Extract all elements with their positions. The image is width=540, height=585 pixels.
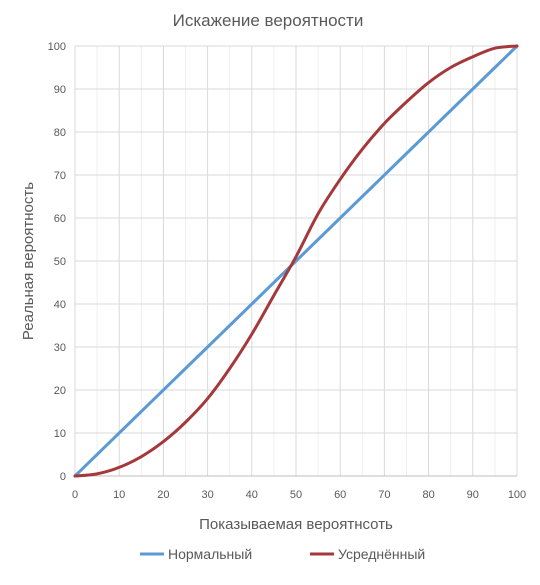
x-tick-label: 20 — [157, 489, 169, 501]
series-line-2 — [73, 44, 519, 478]
y-tick-label: 40 — [54, 299, 66, 311]
y-axis-title: Реальная вероятность — [20, 182, 37, 340]
y-axis-ticks: 0 10 20 30 40 50 60 70 80 90 100 — [48, 41, 66, 483]
x-tick-label: 100 — [508, 489, 526, 501]
x-tick-label: 90 — [467, 489, 479, 501]
y-tick-label: 20 — [54, 385, 66, 397]
y-tick-label: 80 — [54, 127, 66, 139]
y-tick-label: 100 — [48, 41, 66, 53]
x-tick-label: 0 — [72, 489, 78, 501]
y-tick-label: 10 — [54, 428, 66, 440]
x-tick-label: 70 — [378, 489, 390, 501]
x-tick-label: 60 — [334, 489, 346, 501]
y-tick-label: 50 — [54, 256, 66, 268]
x-tick-label: 10 — [113, 489, 125, 501]
x-tick-label: 50 — [290, 489, 302, 501]
chart-legend: Нормальный Усреднённый — [140, 546, 425, 562]
x-axis-title: Показываемая вероятнсоть — [199, 516, 393, 533]
x-tick-label: 80 — [422, 489, 434, 501]
legend-label: Усреднённый — [338, 546, 425, 562]
y-tick-label: 70 — [54, 170, 66, 182]
chart-title: Искажение вероятности — [173, 11, 364, 30]
y-tick-label: 30 — [54, 342, 66, 354]
plot-grid — [74, 45, 518, 477]
y-tick-label: 60 — [54, 213, 66, 225]
legend-label: Нормальный — [168, 546, 252, 562]
y-tick-label: 90 — [54, 84, 66, 96]
y-tick-label: 0 — [60, 471, 66, 483]
x-tick-label: 40 — [246, 489, 258, 501]
series-line-1 — [73, 44, 519, 478]
x-axis-ticks: 0 10 20 30 40 50 60 70 80 90 100 — [72, 489, 526, 501]
x-tick-label: 30 — [201, 489, 213, 501]
series-layer — [73, 44, 519, 478]
